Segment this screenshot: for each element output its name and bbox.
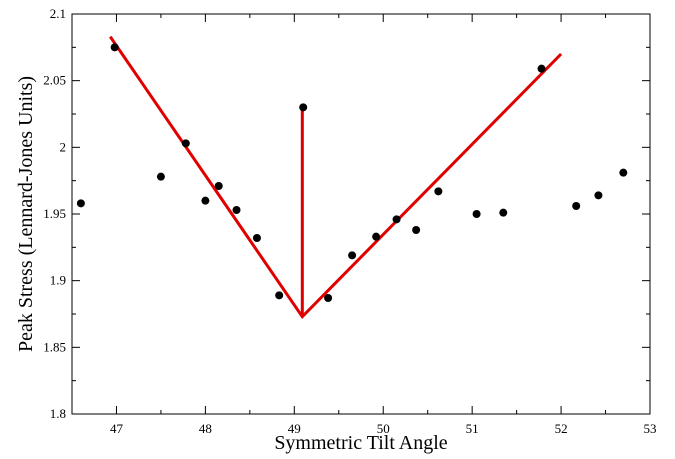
data-point: [252, 234, 261, 242]
data-point: [372, 232, 381, 241]
x-axis-title: Symmetric Tilt Angle: [274, 432, 447, 454]
x-tick-label: 52: [555, 421, 568, 436]
data-point: [434, 187, 443, 196]
y-axis-title: Peak Stress (Lennard-Jones Units): [15, 76, 37, 352]
y-tick-label: 1.95: [43, 206, 66, 221]
x-tick-label: 50: [377, 421, 390, 436]
data-point: [594, 191, 603, 200]
data-point: [472, 210, 481, 218]
data-point: [156, 172, 165, 181]
y-tick-label: 2.05: [43, 73, 66, 88]
tick-marks: [71, 13, 651, 415]
y-tick-label: 1.85: [43, 339, 66, 354]
data-point: [232, 206, 241, 214]
y-tick-label: 2: [60, 139, 67, 154]
data-point: [275, 291, 284, 300]
x-tick-label: 53: [644, 421, 657, 436]
data-point: [299, 103, 308, 112]
x-tick-label: 47: [110, 421, 124, 436]
data-point: [348, 251, 357, 260]
y-tick-label: 1.9: [50, 273, 66, 288]
data-point: [499, 208, 508, 217]
x-tick-label: 48: [199, 421, 212, 436]
data-point: [392, 215, 401, 224]
data-point: [76, 199, 85, 208]
data-point: [412, 226, 421, 234]
data-point: [619, 168, 628, 177]
plot-frame: [71, 13, 651, 415]
data-point: [181, 139, 190, 148]
data-point: [324, 294, 333, 302]
series-layer: [76, 35, 628, 320]
y-tick-label: 1.8: [50, 406, 66, 421]
data-point: [572, 202, 581, 210]
y-tick-label: 2.1: [50, 6, 66, 21]
data-point: [214, 182, 223, 190]
data-point: [537, 64, 546, 73]
x-tick-label: 49: [288, 421, 301, 436]
fit-line: [108, 35, 563, 320]
x-tick-label: 51: [466, 421, 479, 436]
data-point: [110, 43, 119, 52]
data-point: [201, 196, 210, 205]
tick-labels: 47 48 49 50 51 52 53 1.8 1.85 1.9 1.95 2 2.05 2.1: [43, 6, 656, 436]
